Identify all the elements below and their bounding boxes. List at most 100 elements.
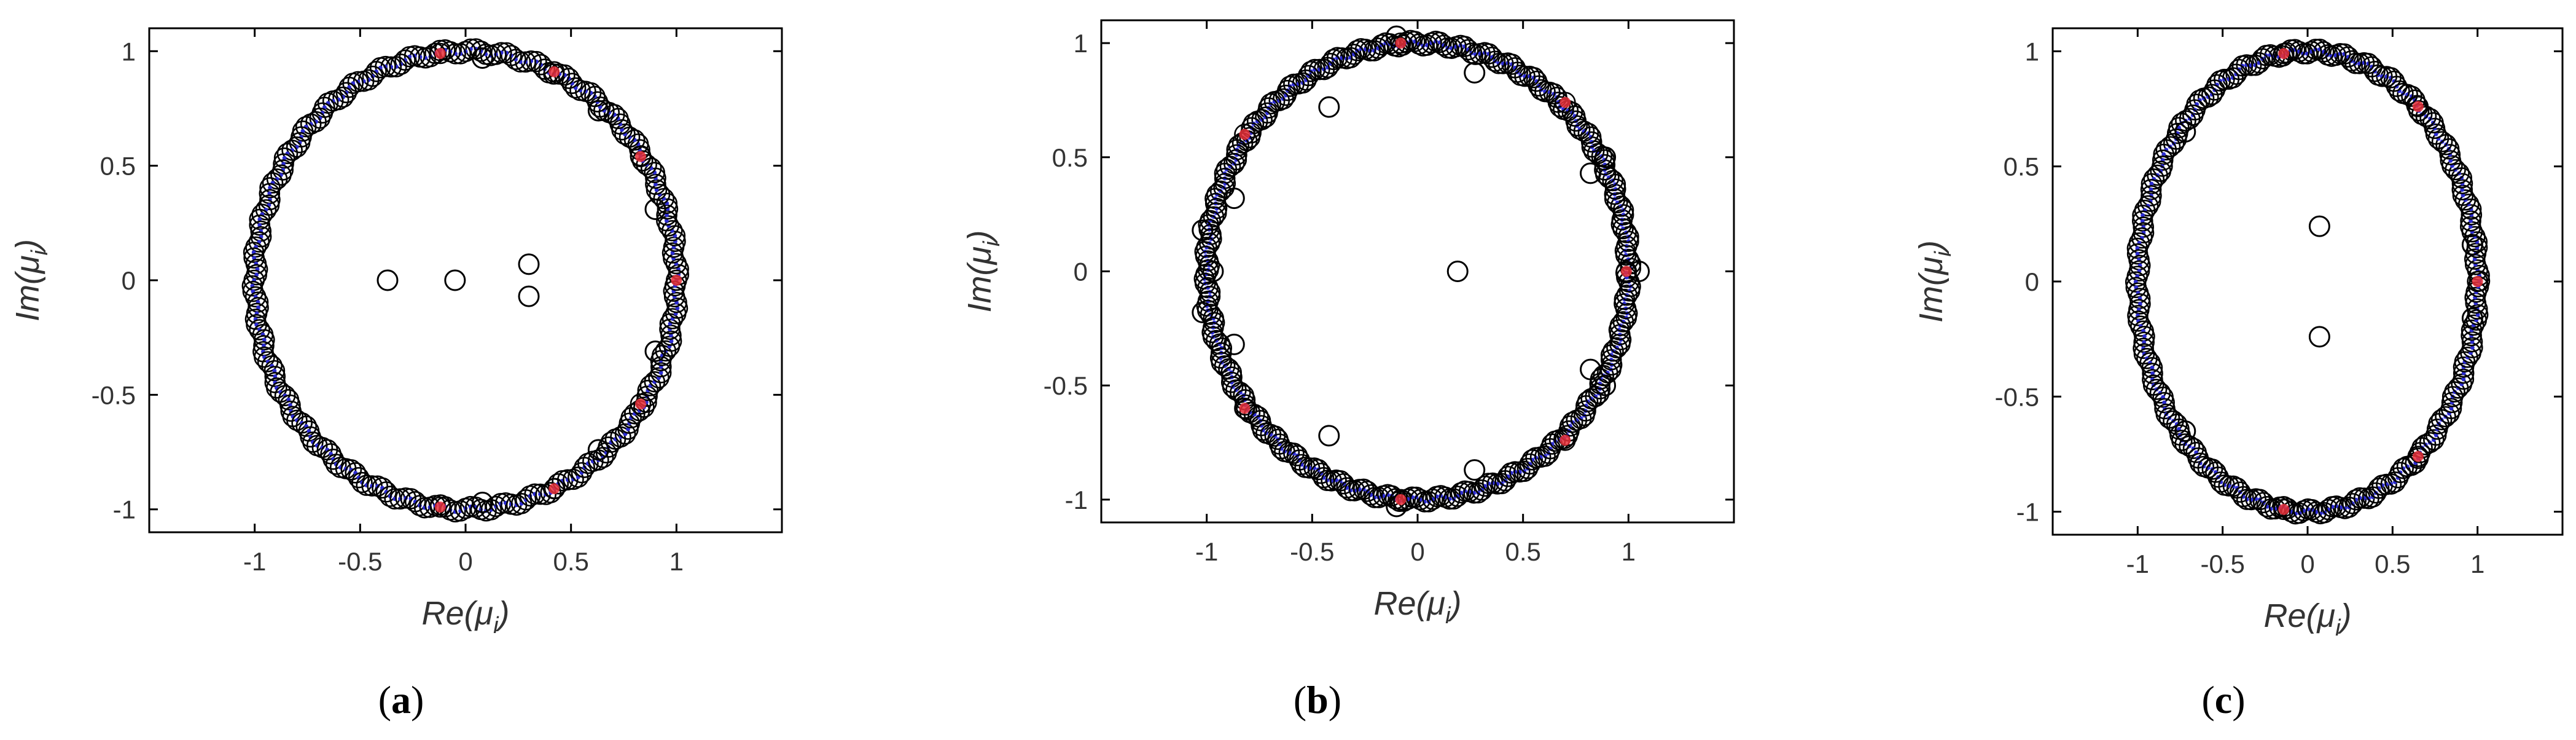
red-marker bbox=[1239, 403, 1251, 414]
ring-marker-circle bbox=[2392, 457, 2414, 479]
ring-marker-circle bbox=[261, 355, 283, 377]
ring-marker-circle bbox=[2125, 271, 2147, 293]
x-tick-label: -0.5 bbox=[1290, 537, 1334, 566]
ring-marker-circle bbox=[2423, 429, 2445, 451]
red-marker-ring bbox=[2273, 42, 2295, 65]
ring-marker-circle bbox=[1526, 70, 1548, 92]
ring-marker-dot bbox=[2150, 365, 2155, 370]
red-marker bbox=[1559, 96, 1571, 108]
red-marker bbox=[1395, 37, 1407, 49]
ring-marker-circle bbox=[558, 68, 580, 89]
ring-marker-circle bbox=[369, 57, 391, 79]
ring-marker-circle bbox=[650, 362, 672, 384]
ring-marker-circle bbox=[614, 124, 636, 145]
ring-marker-circle bbox=[348, 466, 370, 489]
y-tick-label: -1 bbox=[1065, 486, 1088, 514]
ring-marker-circle bbox=[263, 360, 286, 382]
data-point bbox=[2308, 326, 2330, 348]
y-tick-label: -1 bbox=[2016, 498, 2039, 527]
ring-marker-circle bbox=[2419, 431, 2441, 454]
ring-marker-circle bbox=[2453, 368, 2475, 390]
ring-marker-circle bbox=[547, 473, 569, 495]
ring-marker-dot bbox=[2470, 345, 2475, 350]
ring-marker-circle bbox=[1606, 192, 1628, 214]
red-marker-ring bbox=[1555, 430, 1576, 451]
ring-marker-circle bbox=[1504, 57, 1526, 79]
ring-marker-circle bbox=[2314, 502, 2335, 524]
ring-marker-circle bbox=[242, 280, 264, 302]
y-axis-title: Im(μi) bbox=[1913, 240, 1956, 323]
ring-marker-circle bbox=[289, 132, 311, 154]
ring-marker-circle bbox=[262, 172, 284, 194]
red-marker bbox=[1239, 128, 1251, 140]
ring-marker-circle bbox=[2128, 310, 2149, 332]
red-marker bbox=[548, 483, 560, 495]
ring-marker-dot bbox=[2461, 377, 2466, 382]
panel-b: -1 -0.5 0 0.5 1 -1 -0.5 0 0.5 1 Re(μi) Im(μi) (b) bbox=[961, 19, 1735, 722]
red-marker-ring bbox=[1615, 261, 1637, 282]
ring-marker-circle bbox=[2451, 173, 2473, 195]
ring-marker-circle bbox=[569, 79, 591, 101]
data-point bbox=[1464, 61, 1486, 84]
ring-marker-circle bbox=[2252, 48, 2273, 69]
ring-marker-circle bbox=[2134, 326, 2155, 347]
ring-marker-circle bbox=[1283, 443, 1305, 464]
data-point bbox=[1580, 358, 1602, 380]
red-marker bbox=[434, 48, 446, 59]
red-marker bbox=[634, 151, 646, 162]
ring-marker-circle bbox=[2155, 139, 2177, 161]
x-axis-title: Re(μi) bbox=[421, 595, 509, 639]
ring-marker-circle bbox=[2422, 112, 2444, 134]
ring-marker-dot bbox=[658, 371, 663, 375]
ring-marker-circle bbox=[2153, 392, 2175, 414]
ring-marker-circle bbox=[375, 481, 397, 503]
red-marker-ring bbox=[2407, 96, 2429, 117]
data-point bbox=[1192, 219, 1214, 242]
ring-marker-circle bbox=[353, 70, 375, 92]
ring-marker-circle bbox=[1521, 449, 1544, 471]
ring-marker-circle bbox=[2440, 150, 2462, 171]
ring-marker-circle bbox=[372, 477, 393, 499]
panel-letter: b bbox=[1306, 678, 1329, 722]
ring-marker-circle bbox=[2171, 430, 2193, 451]
ring-marker-circle bbox=[2152, 149, 2174, 171]
ring-marker-circle bbox=[2153, 143, 2175, 165]
y-tick-label: -0.5 bbox=[1044, 371, 1088, 400]
ring-marker-circle bbox=[530, 53, 552, 76]
data-point bbox=[1594, 146, 1617, 168]
red-marker bbox=[2278, 48, 2290, 60]
ring-marker-circle bbox=[1222, 376, 1244, 398]
red-marker-ring bbox=[2467, 270, 2488, 293]
ring-marker-circle bbox=[332, 86, 354, 108]
red-marker bbox=[2412, 451, 2424, 462]
ring-marker-circle bbox=[335, 82, 357, 104]
ring-marker-circle bbox=[249, 208, 271, 230]
y-tick-label: -0.5 bbox=[1995, 382, 2039, 411]
ring-marker-circle bbox=[1283, 73, 1305, 95]
ring-marker-dot bbox=[2142, 334, 2147, 339]
ring-marker-circle bbox=[254, 346, 275, 368]
ring-marker-circle bbox=[1510, 65, 1532, 86]
red-marker bbox=[634, 398, 646, 410]
ring-marker-circle bbox=[1226, 144, 1247, 166]
ring-marker-circle bbox=[266, 377, 287, 399]
data-point bbox=[2461, 307, 2483, 329]
red-marker-ring bbox=[1390, 32, 1411, 54]
ring-marker-dot bbox=[669, 339, 674, 344]
ring-marker-dot bbox=[257, 217, 262, 222]
ring-marker-circle bbox=[2451, 179, 2473, 201]
eigenvalue-ring bbox=[241, 38, 690, 523]
panel-label: (a) bbox=[378, 678, 424, 722]
data-point bbox=[587, 439, 609, 461]
ring-marker-circle bbox=[1205, 329, 1227, 352]
ring-marker-circle bbox=[2175, 110, 2196, 132]
red-marker-ring bbox=[2273, 498, 2295, 521]
y-axis-title: Im(μi) bbox=[961, 230, 1005, 313]
red-marker bbox=[434, 502, 446, 513]
ring-marker-circle bbox=[2341, 493, 2363, 514]
data-point bbox=[1464, 459, 1486, 481]
x-tick-label: -1 bbox=[243, 547, 266, 576]
ring-marker-circle bbox=[249, 319, 270, 340]
ring-marker-circle bbox=[1219, 155, 1241, 177]
ring-marker-dot bbox=[282, 155, 287, 160]
